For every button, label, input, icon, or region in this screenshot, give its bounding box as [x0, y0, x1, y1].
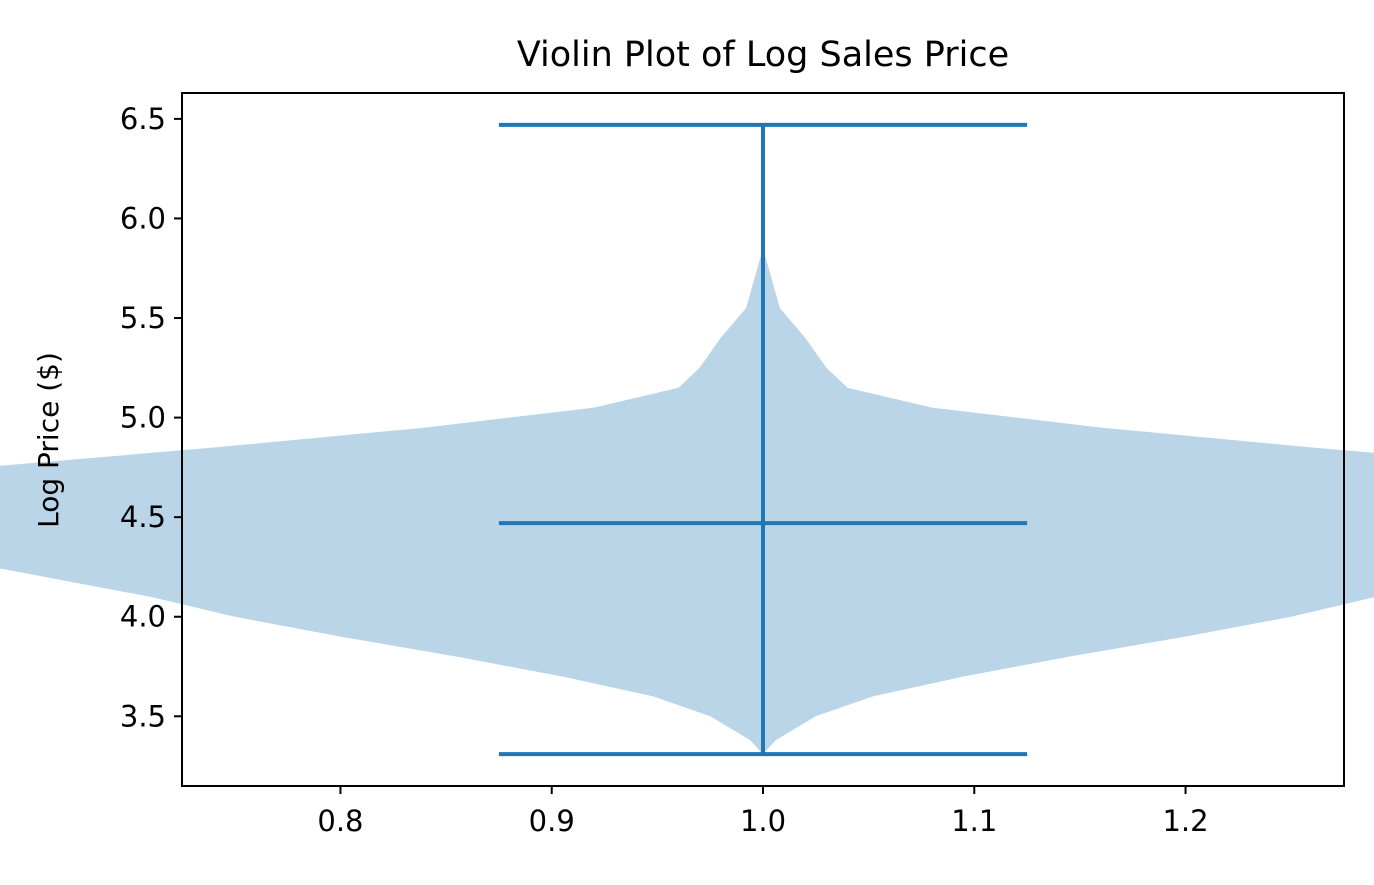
- y-tick-label: 4.0: [120, 600, 166, 634]
- x-tick-label: 0.8: [317, 804, 363, 838]
- y-tick-label: 4.5: [120, 500, 166, 534]
- y-axis: 3.5 4.0 4.5 5.0 5.5 6.0 6.5: [120, 102, 182, 733]
- chart-title: Violin Plot of Log Sales Price: [517, 35, 1009, 75]
- y-tick-label: 3.5: [120, 699, 166, 733]
- y-tick-label: 6.0: [120, 201, 166, 235]
- x-tick-label: 1.0: [740, 804, 786, 838]
- y-tick-label: 5.0: [120, 401, 166, 435]
- x-tick-label: 1.1: [951, 804, 997, 838]
- x-tick-label: 0.9: [529, 804, 575, 838]
- plot-area: [0, 122, 1374, 757]
- y-axis-title: Log Price ($): [32, 352, 65, 528]
- violin-body: [0, 248, 1374, 755]
- x-axis: 0.8 0.9 1.0 1.1 1.2: [317, 786, 1209, 838]
- y-tick-label: 5.5: [120, 301, 166, 335]
- y-tick-label: 6.5: [120, 102, 166, 136]
- x-tick-label: 1.2: [1162, 804, 1208, 838]
